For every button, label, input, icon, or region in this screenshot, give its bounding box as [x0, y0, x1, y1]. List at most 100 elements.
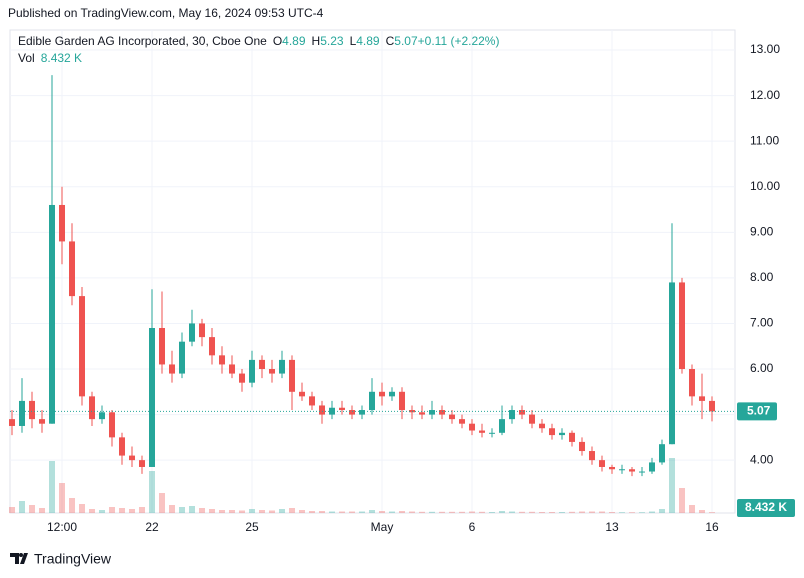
candle-body — [349, 410, 355, 415]
volume-bar — [609, 512, 615, 513]
volume-badge-label: 8.432 K — [745, 500, 787, 514]
candle-body — [19, 400, 25, 426]
volume-bar — [29, 505, 35, 513]
volume-bar — [69, 498, 75, 513]
candle-body — [379, 391, 385, 397]
volume-bar — [59, 483, 65, 513]
y-tick-label: 12.00 — [750, 88, 780, 102]
volume-bar — [449, 511, 455, 513]
volume-bar — [49, 461, 55, 513]
candle-body — [689, 369, 695, 397]
candle-body — [709, 400, 715, 412]
volume-bar — [579, 511, 585, 513]
candle-body — [649, 462, 655, 472]
volume-bar — [689, 505, 695, 513]
y-tick-label: 11.00 — [750, 133, 779, 147]
volume-bar — [19, 501, 25, 513]
candle-body — [599, 460, 605, 467]
candle-body — [529, 414, 535, 424]
volume-legend: Vol 8.432 K — [18, 51, 82, 65]
candle-body — [469, 423, 475, 431]
candle-body — [119, 437, 125, 456]
volume-bar — [159, 493, 165, 513]
volume-bar — [639, 512, 645, 513]
candle-body — [609, 466, 615, 470]
volume-bar — [359, 511, 365, 513]
candle-layer — [9, 75, 715, 477]
volume-bar — [189, 506, 195, 513]
volume-bar — [559, 512, 565, 513]
volume-bar — [309, 511, 315, 513]
candle-body — [99, 412, 105, 420]
volume-bar — [9, 507, 15, 513]
candle-body — [129, 455, 135, 461]
volume-bar — [129, 509, 135, 513]
legend-value: +0.11 (+2.22%) — [418, 34, 500, 48]
overlay-layer: 4.005.006.007.008.009.0010.0011.0012.001… — [10, 42, 795, 534]
volume-bar — [649, 511, 655, 513]
candle-body — [59, 204, 65, 242]
volume-bar — [409, 511, 415, 513]
brand-name: TradingView — [34, 551, 112, 567]
candle-body — [39, 419, 45, 424]
candle-body — [159, 328, 165, 365]
candle-body — [249, 359, 255, 383]
candle-body — [659, 444, 665, 463]
volume-bar — [509, 511, 515, 513]
y-tick-label: 8.00 — [750, 270, 774, 284]
candle-body — [699, 396, 705, 401]
candle-body — [319, 405, 325, 415]
grid-layer — [10, 30, 735, 513]
candle-body — [619, 469, 625, 471]
volume-bar — [109, 507, 115, 513]
candle-body — [359, 410, 365, 415]
volume-title: Vol — [18, 51, 35, 65]
volume-bar — [659, 509, 665, 513]
candle-body — [69, 241, 75, 297]
candle-body — [509, 410, 515, 420]
y-tick-label: 10.00 — [750, 179, 780, 193]
volume-bar — [599, 511, 605, 513]
candle-body — [459, 419, 465, 424]
candle-body — [389, 391, 395, 397]
volume-bar — [119, 508, 125, 513]
volume-bar — [239, 510, 245, 513]
candle-body — [669, 282, 675, 445]
candle-body — [219, 355, 225, 365]
candle-body — [239, 373, 245, 383]
volume-bar — [209, 509, 215, 513]
brand-logo: TradingView — [10, 551, 112, 567]
candle-body — [339, 407, 345, 411]
volume-bar — [539, 512, 545, 513]
volume-bar — [89, 509, 95, 513]
x-tick-label: 13 — [605, 520, 619, 534]
volume-bar — [619, 512, 625, 513]
volume-bar — [329, 511, 335, 513]
logo-mark — [10, 553, 28, 564]
candle-body — [419, 412, 425, 415]
y-tick-label: 9.00 — [750, 224, 774, 238]
pane-border — [9, 29, 736, 514]
candle-body — [259, 359, 265, 370]
candle-body — [489, 432, 495, 434]
legend-row: Edible Garden AG Incorporated, 30, Cboe … — [18, 34, 499, 48]
volume-bar — [499, 511, 505, 513]
candle-body — [209, 337, 215, 356]
volume-bar — [569, 511, 575, 513]
candle-body — [289, 359, 295, 392]
volume-bar — [489, 512, 495, 513]
volume-bar — [79, 504, 85, 513]
candle-body — [399, 391, 405, 411]
legend-key: H — [312, 34, 321, 48]
volume-bar — [199, 508, 205, 513]
volume-bar — [319, 511, 325, 513]
candle-body — [9, 419, 15, 426]
candle-body — [199, 323, 205, 338]
volume-bar — [179, 507, 185, 513]
volume-bar — [519, 511, 525, 513]
legend-value: 5.07 — [394, 34, 418, 48]
candle-body — [519, 410, 525, 415]
volume-bar — [339, 511, 345, 513]
candle-body — [309, 396, 315, 406]
